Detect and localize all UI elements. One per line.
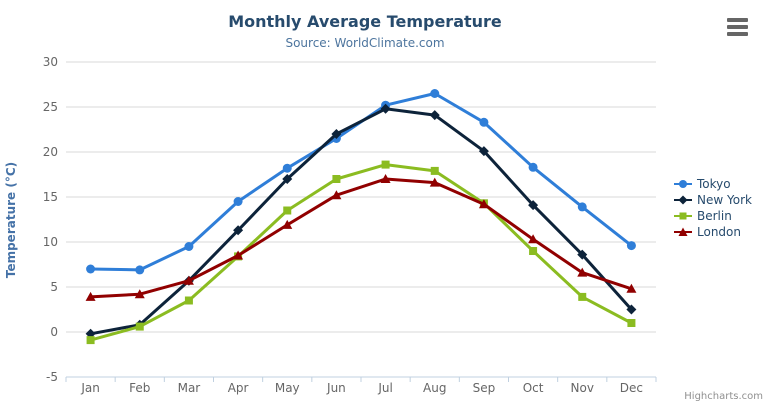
data-point-london bbox=[626, 283, 637, 293]
legend-item-berlin[interactable]: Berlin bbox=[674, 208, 752, 224]
x-axis-tick-label: Jan bbox=[80, 381, 100, 395]
data-point-london bbox=[134, 289, 145, 299]
hamburger-icon bbox=[727, 32, 748, 36]
data-point-london bbox=[577, 267, 588, 277]
y-axis-tick-label: 15 bbox=[43, 190, 58, 204]
legend-label: Tokyo bbox=[697, 177, 731, 191]
data-point-new-york bbox=[626, 304, 637, 315]
data-point-new-york bbox=[233, 225, 244, 236]
hamburger-icon bbox=[727, 25, 748, 29]
y-axis-tick-label: 5 bbox=[50, 280, 58, 294]
data-point-tokyo bbox=[479, 117, 489, 127]
legend-label: Berlin bbox=[697, 209, 732, 223]
x-axis-tick-label: Aug bbox=[423, 381, 446, 395]
circle-legend-marker-icon bbox=[674, 180, 692, 188]
triangle-up-legend-marker-icon bbox=[674, 227, 692, 236]
chart-title: Monthly Average Temperature bbox=[228, 12, 502, 31]
data-point-berlin bbox=[332, 175, 341, 183]
data-point-tokyo bbox=[430, 89, 440, 98]
data-point-berlin bbox=[430, 166, 439, 175]
data-point-tokyo bbox=[528, 162, 538, 172]
y-axis-tick-label: 30 bbox=[43, 55, 58, 69]
series-line-london bbox=[90, 177, 632, 299]
data-point-berlin bbox=[184, 296, 193, 305]
data-point-tokyo bbox=[233, 197, 243, 206]
x-axis-tick-label: Mar bbox=[178, 381, 201, 395]
data-point-london bbox=[429, 177, 440, 187]
data-point-tokyo bbox=[626, 241, 636, 251]
data-point-tokyo bbox=[282, 163, 292, 173]
legend-label: London bbox=[697, 225, 741, 239]
x-axis-tick-label: May bbox=[275, 381, 300, 395]
data-point-berlin bbox=[283, 206, 292, 215]
x-axis-tick-label: Jun bbox=[326, 381, 346, 395]
data-point-london bbox=[282, 219, 293, 229]
data-point-london bbox=[331, 190, 342, 200]
y-axis-tick-label: 25 bbox=[43, 100, 58, 114]
credits-link[interactable]: Highcharts.com bbox=[684, 391, 763, 402]
legend-item-tokyo[interactable]: Tokyo bbox=[674, 176, 752, 192]
data-point-tokyo bbox=[135, 265, 145, 275]
y-axis-tick-label: -5 bbox=[46, 370, 58, 384]
data-point-new-york bbox=[282, 174, 293, 184]
export-menu-button[interactable] bbox=[727, 18, 748, 36]
x-axis-tick-label: Oct bbox=[523, 381, 544, 395]
series-line-new-york bbox=[90, 107, 633, 336]
x-axis-tick-label: Feb bbox=[129, 381, 150, 395]
data-point-new-york bbox=[577, 249, 588, 260]
data-point-london bbox=[478, 199, 489, 209]
data-point-berlin bbox=[529, 247, 538, 255]
data-point-london bbox=[233, 250, 244, 260]
data-point-new-york bbox=[331, 129, 342, 139]
data-point-new-york bbox=[528, 200, 539, 211]
x-axis-tick-label: Dec bbox=[620, 381, 643, 395]
legend: Tokyo New York Berlin London bbox=[674, 176, 752, 240]
legend-label: New York bbox=[697, 193, 752, 207]
data-point-tokyo bbox=[86, 264, 96, 274]
legend-item-london[interactable]: London bbox=[674, 224, 752, 240]
data-point-berlin bbox=[381, 160, 390, 169]
hamburger-icon bbox=[727, 18, 748, 22]
data-point-berlin bbox=[627, 319, 636, 327]
diamond-legend-marker-icon bbox=[674, 195, 692, 205]
series-line-berlin bbox=[90, 163, 633, 342]
x-axis-tick-label: Sep bbox=[473, 381, 496, 395]
y-axis-title: Temperature (°C) bbox=[4, 162, 18, 278]
x-axis-tick-label: Jul bbox=[377, 381, 392, 395]
y-axis-tick-label: 20 bbox=[43, 145, 58, 159]
data-point-london bbox=[528, 234, 539, 244]
data-point-new-york bbox=[429, 110, 440, 121]
legend-item-new-york[interactable]: New York bbox=[674, 192, 752, 208]
data-point-berlin bbox=[86, 336, 95, 345]
data-point-new-york bbox=[478, 146, 489, 157]
data-point-tokyo bbox=[577, 202, 587, 212]
data-point-london bbox=[85, 291, 96, 301]
x-axis-tick-label: Apr bbox=[228, 381, 249, 395]
data-point-berlin bbox=[578, 292, 587, 301]
y-axis-tick-label: 0 bbox=[50, 325, 58, 339]
y-axis-tick-label: 10 bbox=[43, 235, 58, 249]
data-point-london bbox=[183, 275, 194, 285]
data-point-new-york bbox=[380, 103, 391, 114]
x-axis-tick-label: Nov bbox=[571, 381, 594, 395]
data-point-tokyo bbox=[184, 242, 194, 251]
chart-subtitle: Source: WorldClimate.com bbox=[285, 36, 445, 50]
square-legend-marker-icon bbox=[674, 212, 692, 220]
data-point-london bbox=[380, 174, 391, 183]
data-point-berlin bbox=[135, 322, 144, 331]
